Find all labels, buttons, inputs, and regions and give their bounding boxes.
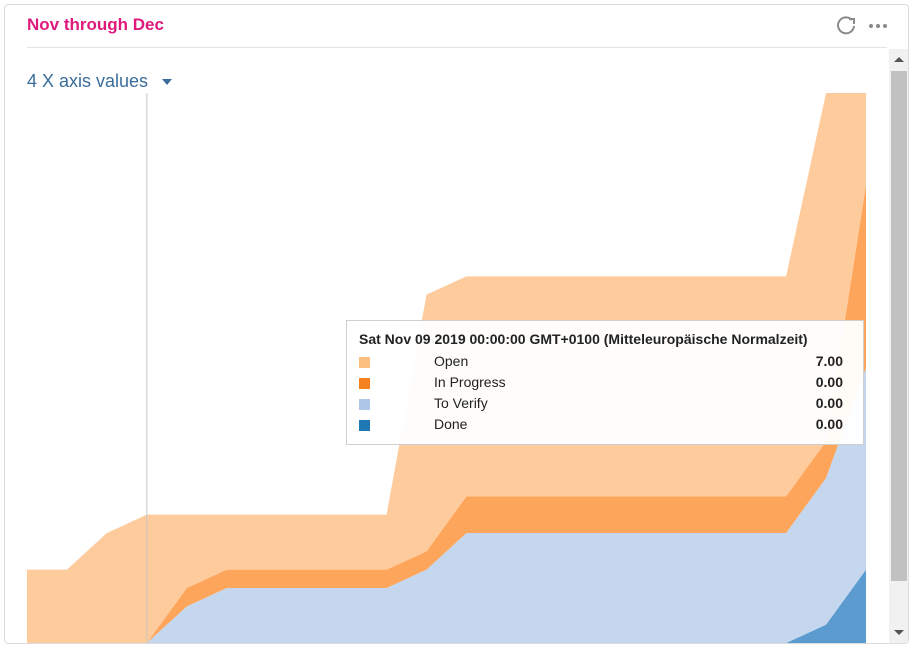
header-divider — [27, 47, 887, 48]
tooltip-series-value: 7.00 — [815, 353, 843, 369]
x-axis-values-dropdown[interactable]: 4 X axis values — [27, 71, 173, 92]
chart-panel: Nov through Dec 4 X axis values Sat Nov … — [4, 4, 909, 644]
area-series-in-progress[interactable] — [27, 184, 866, 643]
tooltip-title: Sat Nov 09 2019 00:00:00 GMT+0100 (Mitte… — [359, 331, 808, 347]
tooltip-series-value: 0.00 — [815, 395, 843, 411]
tooltip-series-name: Open — [434, 353, 469, 369]
tooltip-row-done: Done 0.00 — [359, 416, 851, 437]
legend-swatch-open — [359, 357, 370, 368]
tooltip-series-value: 0.00 — [815, 374, 843, 390]
scroll-down-arrow-icon[interactable] — [894, 630, 904, 635]
caret-down-icon — [162, 78, 173, 85]
tooltip-row-in-progress: In Progress 0.00 — [359, 374, 851, 395]
vertical-scrollbar[interactable] — [889, 49, 908, 643]
chart-tooltip: Sat Nov 09 2019 00:00:00 GMT+0100 (Mitte… — [346, 320, 864, 445]
tooltip-series-value: 0.00 — [815, 416, 843, 432]
area-series-to-verify[interactable] — [27, 368, 866, 643]
tooltip-series-name: To Verify — [434, 395, 488, 411]
legend-swatch-done — [359, 420, 370, 431]
tooltip-series-name: In Progress — [434, 374, 506, 390]
scroll-up-arrow-icon[interactable] — [894, 57, 904, 62]
tooltip-row-open: Open 7.00 — [359, 353, 851, 374]
tooltip-row-to-verify: To Verify 0.00 — [359, 395, 851, 416]
scrollbar-thumb[interactable] — [891, 71, 907, 581]
legend-swatch-to-verify — [359, 399, 370, 410]
panel-title: Nov through Dec — [27, 15, 164, 34]
tooltip-series-name: Done — [434, 416, 468, 432]
legend-swatch-in-progress — [359, 378, 370, 389]
refresh-icon[interactable] — [835, 15, 857, 37]
more-horizontal-icon[interactable] — [867, 17, 889, 35]
x-axis-values-label: 4 X axis values — [27, 71, 149, 91]
